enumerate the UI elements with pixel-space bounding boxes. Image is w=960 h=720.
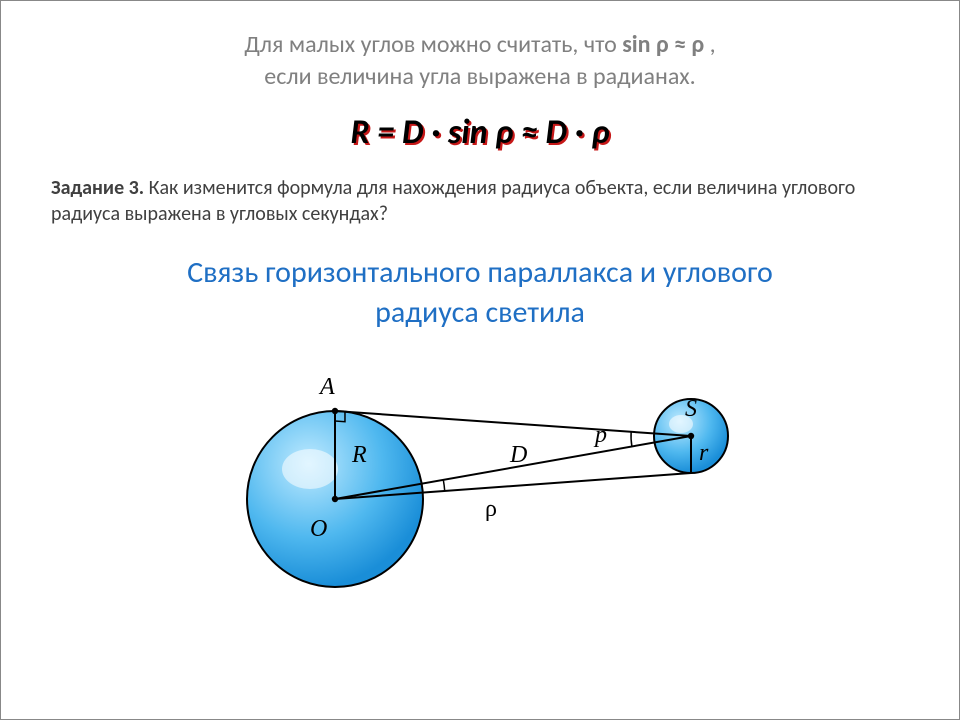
label-rho: ρ [485,496,497,522]
main-formula: R = D · sin ρ ≈ D · ρ R = D · sin ρ ≈ D … [1,112,959,153]
label-D: D [509,442,527,468]
label-S: S [685,396,697,422]
intro-line2: если величина угла выражена в радианах. [264,62,695,91]
label-A: A [318,374,335,400]
parallax-diagram: A O R D Sr p ρ [200,344,760,604]
arc-p [631,432,632,447]
intro-sin: sin ρ ≈ ρ [622,30,704,59]
label-R: R [351,442,367,468]
arc-rho [443,480,444,491]
task-label: Задание 3. [51,176,144,200]
task-body: Как изменится формула для нахождения рад… [51,176,855,226]
intro-line1a: Для малых углов можно считать, что [244,30,622,59]
subtitle: Связь горизонтального параллакса и углов… [1,227,959,334]
formula-front: R = D · sin ρ ≈ D · ρ [351,112,610,153]
vertex-S [688,433,694,439]
label-r: r [699,440,709,466]
intro-text: Для малых углов можно считать, что sin ρ… [1,1,959,94]
subtitle-line1: Связь горизонтального параллакса и углов… [187,254,773,291]
label-O: O [310,516,327,542]
label-p: p [593,422,607,448]
vertex-O [332,496,338,502]
task-block: Задание 3. Как изменится формула для нах… [1,153,959,227]
subtitle-line2: радиуса светила [375,294,585,331]
intro-line1c: , [704,30,715,59]
vertex-A [332,408,338,414]
